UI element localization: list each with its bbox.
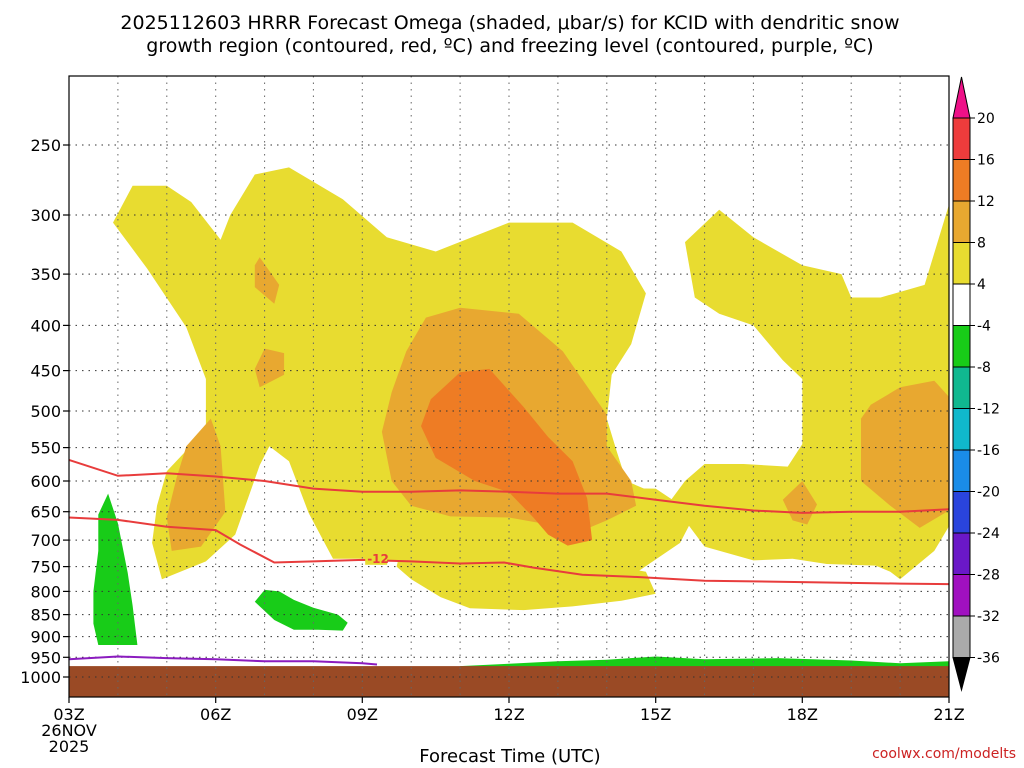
colorbar-band-4 <box>952 283 971 326</box>
y-tick-label-950: 950 <box>30 648 61 667</box>
colorbar-top-arrow <box>952 76 971 119</box>
colorbar-label-10: -24 <box>977 526 1000 542</box>
y-tick-label-1000: 1000 <box>20 668 61 687</box>
credit-text: coolwx.com/modelts <box>872 746 1016 762</box>
omega-region-10 <box>421 368 593 546</box>
colorbar-band-5 <box>952 325 971 368</box>
colorbar-label-7: -12 <box>977 402 1000 418</box>
omega-region-6 <box>254 348 285 388</box>
y-tick-label-500: 500 <box>30 402 61 421</box>
y-tick-label-550: 550 <box>30 439 61 458</box>
x-tick-label-09Z: 09Z <box>347 705 378 724</box>
colorbar-band-0 <box>952 117 971 160</box>
y-tick-label-900: 900 <box>30 628 61 647</box>
colorbar-band-6 <box>952 366 971 409</box>
x-tick-label-18Z: 18Z <box>787 705 818 724</box>
colorbar-band-11 <box>952 574 971 617</box>
colorbar-band-3 <box>952 242 971 285</box>
colorbar-label-1: 16 <box>977 153 995 169</box>
y-tick-label-700: 700 <box>30 531 61 550</box>
colorbar-label-13: -36 <box>977 651 1000 667</box>
contour-line-1 <box>68 458 950 514</box>
y-tick-label-350: 350 <box>30 265 61 284</box>
y-tick-label-250: 250 <box>30 136 61 155</box>
shaded-omega-regions <box>93 167 949 672</box>
y-tick-label-300: 300 <box>30 206 61 225</box>
colorbar-label-5: -4 <box>977 319 991 335</box>
colorbar-label-12: -32 <box>977 609 1000 625</box>
x-start-date-0: 26NOV <box>41 721 97 740</box>
x-axis-title: Forecast Time (UTC) <box>419 746 600 767</box>
contour-label-bg-0 <box>365 550 388 565</box>
colorbar-label-8: -16 <box>977 443 1000 459</box>
omega-region-9 <box>861 380 949 528</box>
colorbar-band-7 <box>952 408 971 451</box>
x-tick-label-21Z: 21Z <box>933 705 964 724</box>
colorbar-band-8 <box>952 449 971 492</box>
x-tick-label-03Z: 03Z <box>53 705 84 724</box>
colorbar-band-9 <box>952 491 971 534</box>
contour-label-0: -12 <box>367 552 389 566</box>
colorbar-label-2: 12 <box>977 194 995 210</box>
omega-region-4 <box>166 418 226 551</box>
y-tick-label-850: 850 <box>30 606 61 625</box>
y-tick-label-450: 450 <box>30 362 61 381</box>
x-tick-label-06Z: 06Z <box>200 705 231 724</box>
colorbar-label-3: 8 <box>977 236 986 252</box>
y-tick-label-600: 600 <box>30 472 61 491</box>
omega-colorbar: 20 16 12 8 4 -4 -8 -12 -16 -20 -24 -28 -32 -36 <box>952 76 1000 692</box>
omega-region-11 <box>93 493 138 645</box>
temperature-contours: -12 <box>68 458 950 666</box>
colorbar-label-0: 20 <box>977 111 995 127</box>
pressure-axis: 250 300 350 400 450 500 550 600 650 700 750 800 850 9… <box>20 136 69 687</box>
colorbar-label-9: -20 <box>977 485 1000 501</box>
x-tick-label-12Z: 12Z <box>493 705 524 724</box>
chart-title-line2: growth region (contoured, red, ºC) and f… <box>146 35 873 57</box>
x-start-date-1: 2025 <box>49 737 90 756</box>
contour-line-2 <box>68 655 378 666</box>
omega-region-5 <box>254 257 280 304</box>
colorbar-label-11: -28 <box>977 568 1000 584</box>
contour-line-0 <box>68 516 950 586</box>
y-tick-label-800: 800 <box>30 582 61 601</box>
colorbar-band-1 <box>952 159 971 202</box>
colorbar-label-4: 4 <box>977 277 986 293</box>
omega-region-12 <box>254 589 348 631</box>
y-tick-label-400: 400 <box>30 316 61 335</box>
y-tick-label-650: 650 <box>30 503 61 522</box>
colorbar-band-2 <box>952 200 971 243</box>
colorbar-band-12 <box>952 615 971 658</box>
colorbar-bottom-arrow <box>952 657 971 692</box>
colorbar-label-6: -8 <box>977 360 991 376</box>
chart-title-line1: 2025112603 HRRR Forecast Omega (shaded, … <box>120 12 899 34</box>
y-tick-label-750: 750 <box>30 558 61 577</box>
colorbar-band-10 <box>952 532 971 575</box>
x-tick-label-15Z: 15Z <box>640 705 671 724</box>
